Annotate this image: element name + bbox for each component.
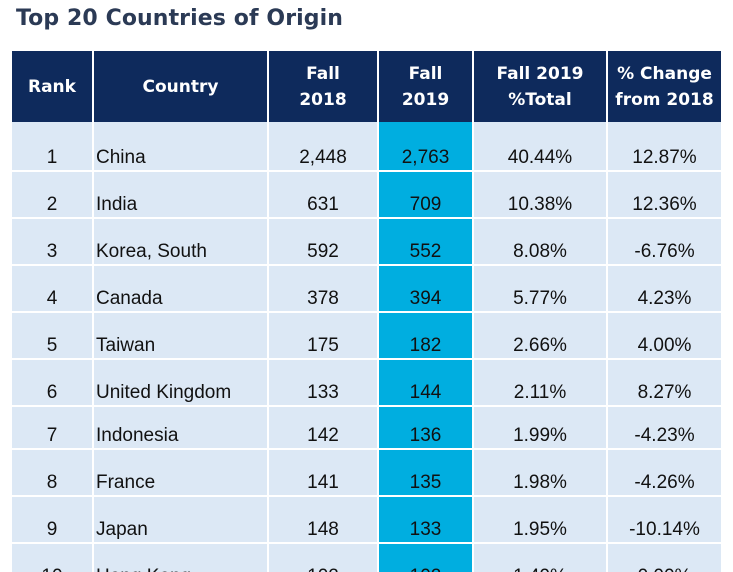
cell-rank: 10 [12,543,94,572]
cell-change: 4.23% [607,265,721,313]
cell-fall-2019: 394 [378,265,474,313]
cell-fall-2019: 2,763 [378,122,474,172]
cell-rank: 1 [12,122,94,172]
header-pct-total-line1: Fall 2019 [496,63,584,84]
header-fall-2019-line2: 2019 [401,89,450,110]
header-fall-2018-line2: 2018 [299,89,347,110]
cell-pct-total: 1.49% [473,543,608,572]
cell-pct-total: 1.95% [473,496,608,544]
cell-change: 12.36% [607,171,721,219]
header-change-line2: from 2018 [615,89,714,110]
cell-pct-total: 1.98% [473,449,608,497]
countries-table: Rank Country Fall 2018 Fall 2019 Fall 2019… [12,51,721,572]
cell-pct-total: 10.38% [473,171,608,219]
header-fall-2019-line1: Fall [408,63,443,84]
cell-country: Canada [93,265,269,313]
header-country-label: Country [142,76,219,97]
table-row: 4 Canada 378 394 5.77% 4.23% [12,265,721,313]
cell-change: -10.14% [607,496,721,544]
cell-change: 4.00% [607,312,721,360]
cell-fall-2018: 592 [268,218,379,266]
cell-change: 8.27% [607,359,721,407]
cell-fall-2019: 182 [378,312,474,360]
cell-pct-total: 2.11% [473,359,608,407]
table-row: 7 Indonesia 142 136 1.99% -4.23% [12,406,721,450]
cell-fall-2018: 133 [268,359,379,407]
cell-country: Korea, South [93,218,269,266]
cell-rank: 7 [12,406,94,450]
table-row: 9 Japan 148 133 1.95% -10.14% [12,496,721,544]
table-row: 5 Taiwan 175 182 2.66% 4.00% [12,312,721,360]
cell-fall-2018: 631 [268,171,379,219]
cell-fall-2018: 141 [268,449,379,497]
cell-change: 12.87% [607,122,721,172]
table-row: 10 Hong Kong 102 102 1.49% 0.00% [12,543,721,572]
cell-rank: 4 [12,265,94,313]
cell-fall-2018: 102 [268,543,379,572]
cell-change: 0.00% [607,543,721,572]
cell-country: China [93,122,269,172]
cell-fall-2018: 378 [268,265,379,313]
cell-country: France [93,449,269,497]
cell-country: United Kingdom [93,359,269,407]
page-title: Top 20 Countries of Origin [16,6,344,31]
cell-fall-2018: 142 [268,406,379,450]
cell-country: Hong Kong [93,543,269,572]
header-fall-2018-line1: Fall [306,63,340,84]
header-rank-label: Rank [28,76,76,97]
cell-rank: 9 [12,496,94,544]
header-change: % Change from 2018 [607,51,721,122]
header-rank: Rank [12,51,94,122]
cell-fall-2019: 135 [378,449,474,497]
table-row: 1 China 2,448 2,763 40.44% 12.87% [12,122,721,172]
table-row: 2 India 631 709 10.38% 12.36% [12,171,721,219]
cell-pct-total: 40.44% [473,122,608,172]
cell-pct-total: 8.08% [473,218,608,266]
table-row: 8 France 141 135 1.98% -4.26% [12,449,721,497]
cell-rank: 2 [12,171,94,219]
cell-change: -6.76% [607,218,721,266]
cell-pct-total: 5.77% [473,265,608,313]
cell-fall-2019: 144 [378,359,474,407]
cell-country: Indonesia [93,406,269,450]
cell-rank: 6 [12,359,94,407]
table-row: 6 United Kingdom 133 144 2.11% 8.27% [12,359,721,407]
cell-fall-2018: 2,448 [268,122,379,172]
header-pct-total-line2: %Total [508,89,572,110]
cell-fall-2019: 552 [378,218,474,266]
cell-fall-2018: 175 [268,312,379,360]
cell-rank: 8 [12,449,94,497]
header-change-line1: % Change [617,63,712,84]
cell-rank: 3 [12,218,94,266]
cell-fall-2019: 136 [378,406,474,450]
header-fall-2019: Fall 2019 [378,51,474,122]
cell-change: -4.23% [607,406,721,450]
cell-fall-2019: 133 [378,496,474,544]
header-fall-2018: Fall 2018 [268,51,379,122]
cell-fall-2019: 102 [378,543,474,572]
cell-country: Taiwan [93,312,269,360]
cell-pct-total: 1.99% [473,406,608,450]
table-header-row: Rank Country Fall 2018 Fall 2019 Fall 2019… [12,51,721,122]
cell-fall-2018: 148 [268,496,379,544]
cell-rank: 5 [12,312,94,360]
cell-change: -4.26% [607,449,721,497]
header-country: Country [93,51,269,122]
cell-country: India [93,171,269,219]
table-row: 3 Korea, South 592 552 8.08% -6.76% [12,218,721,266]
cell-fall-2019: 709 [378,171,474,219]
cell-pct-total: 2.66% [473,312,608,360]
header-pct-total: Fall 2019 %Total [473,51,608,122]
cell-country: Japan [93,496,269,544]
